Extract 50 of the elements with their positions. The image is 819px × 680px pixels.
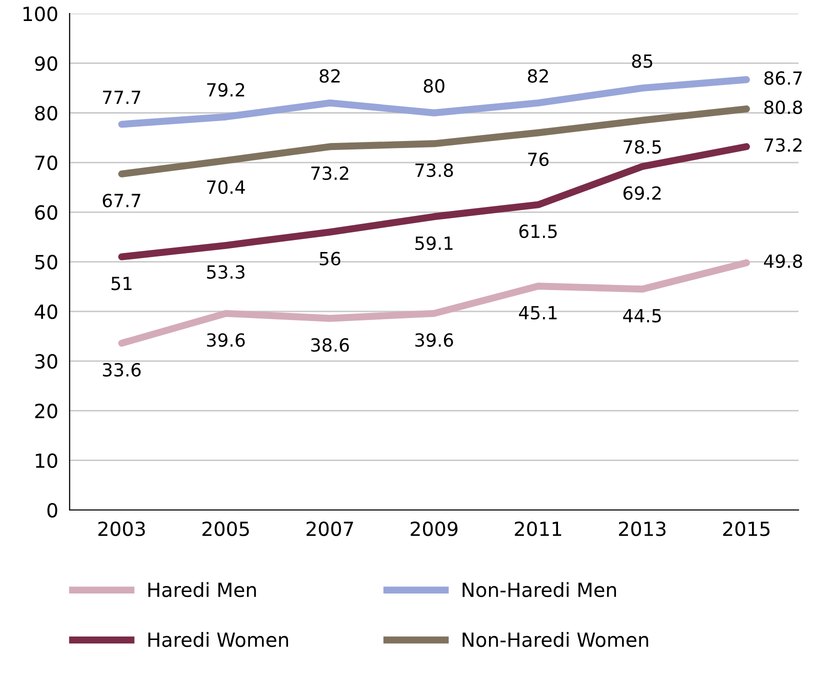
data-label: 39.6 — [207, 333, 245, 347]
x-tick-label: 2007 — [306, 521, 354, 536]
data-label: 53.3 — [207, 265, 244, 279]
data-label: 67.7 — [102, 194, 140, 208]
x-tick-label: 2011 — [514, 521, 562, 536]
data-label: 39.6 — [415, 333, 454, 347]
x-tick-label: 2013 — [619, 521, 666, 536]
y-tick-label: 30 — [35, 354, 58, 369]
legend-label: Non-Haredi Women — [462, 632, 648, 648]
data-label: 76 — [528, 152, 549, 166]
data-label: 69.2 — [623, 186, 661, 200]
y-tick-label: 10 — [36, 453, 58, 468]
x-tick-label: 2003 — [98, 521, 145, 536]
data-label: 73.8 — [415, 163, 453, 178]
data-label: 38.6 — [311, 338, 349, 352]
data-label: 78.5 — [624, 140, 661, 154]
y-tick-label: 100 — [24, 6, 58, 22]
data-label: 61.5 — [519, 224, 557, 238]
data-label: 79.2 — [207, 83, 244, 97]
data-label: 77.7 — [103, 90, 140, 104]
data-label: 82 — [528, 69, 548, 83]
data-label: 80.8 — [764, 100, 802, 114]
x-tick-label: 2015 — [723, 521, 770, 536]
data-label: 86.7 — [764, 71, 802, 85]
y-tick-label: 80 — [35, 106, 58, 121]
legend-label: Haredi Men — [148, 582, 256, 598]
x-tick-label: 2005 — [202, 521, 249, 536]
y-tick-label: 50 — [35, 254, 58, 270]
data-label: 33.6 — [102, 362, 141, 377]
y-tick-label: 90 — [34, 56, 58, 71]
y-tick-label: 0 — [47, 502, 58, 518]
data-label: 70.4 — [207, 180, 245, 194]
x-tick-label: 2009 — [410, 521, 458, 536]
y-tick-label: 20 — [35, 404, 58, 418]
data-label: 45.1 — [518, 306, 557, 320]
y-tick-label: 40 — [34, 304, 58, 320]
data-label: 44.5 — [623, 309, 661, 323]
legend-label: Haredi Women — [148, 632, 288, 648]
data-label: 73.2 — [764, 138, 802, 152]
data-label: 82 — [320, 69, 340, 83]
data-label: 56 — [320, 252, 340, 266]
data-label: 73.2 — [311, 166, 348, 180]
data-label: 59.1 — [415, 236, 453, 250]
y-tick-label: 70 — [35, 155, 58, 170]
data-label: 49.8 — [764, 254, 802, 268]
y-tick-label: 60 — [35, 205, 58, 220]
data-label: 85 — [632, 54, 652, 68]
legend-label: Non-Haredi Men — [462, 582, 616, 598]
data-label: 51 — [112, 276, 132, 290]
data-label: 80 — [424, 79, 444, 93]
